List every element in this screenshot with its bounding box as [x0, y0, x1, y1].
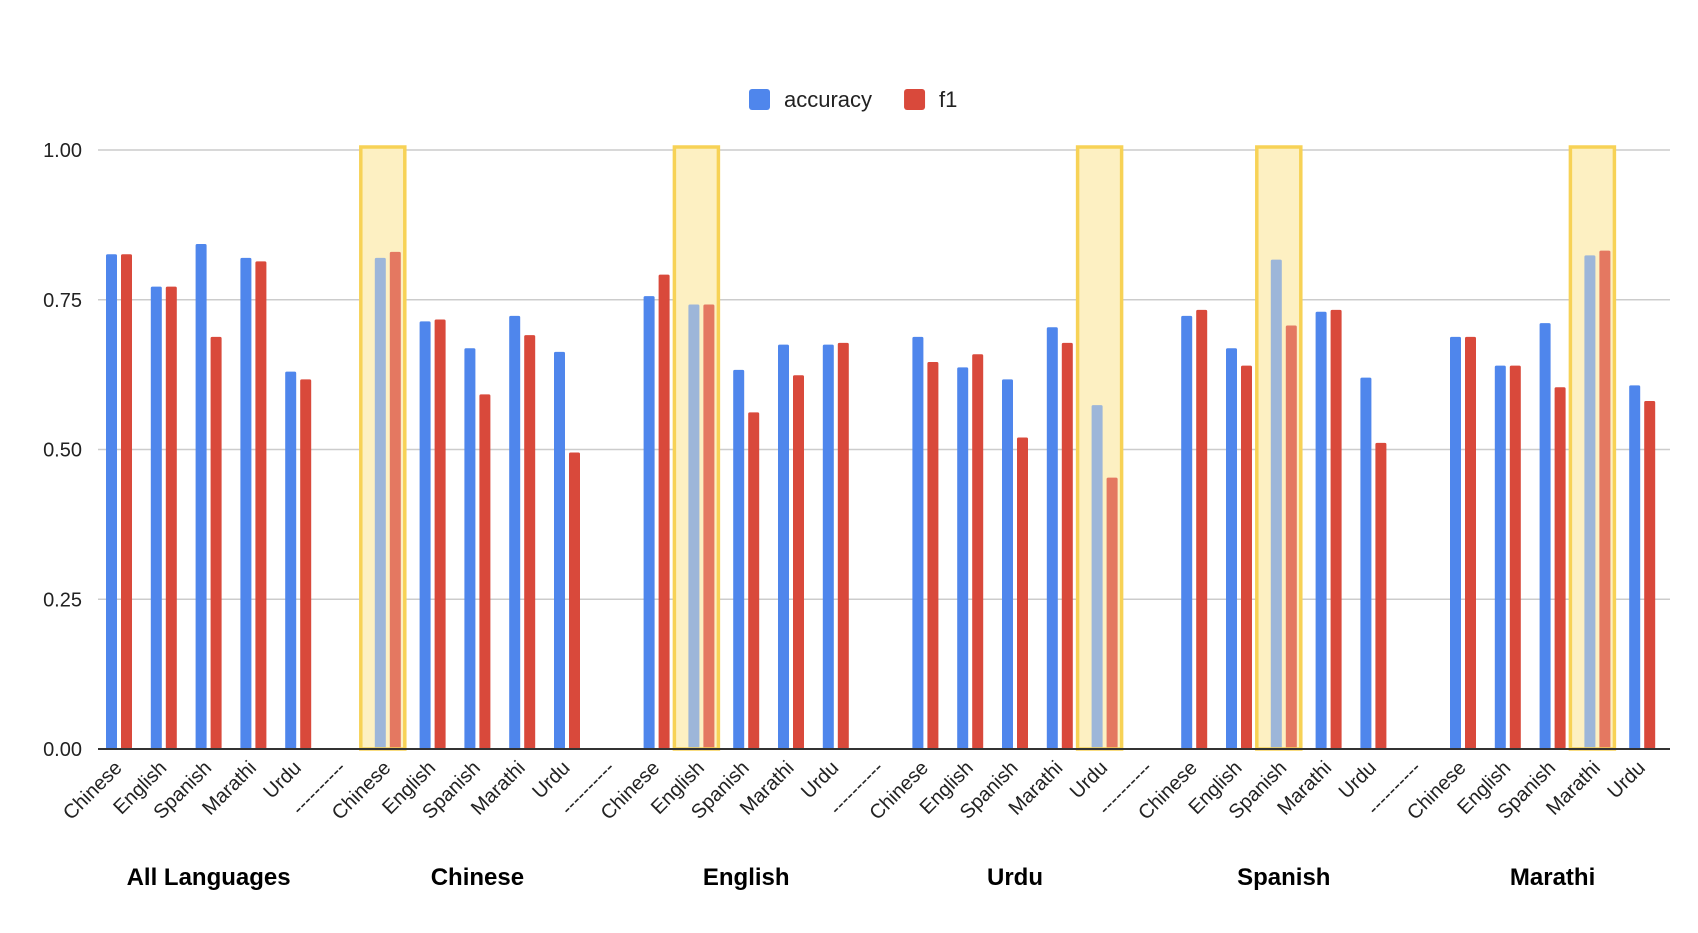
- bar-accuracy: [554, 351, 565, 749]
- bar-accuracy: [1270, 259, 1282, 749]
- group-label: English: [703, 864, 790, 891]
- y-tick-label: 1.00: [43, 140, 82, 162]
- group-label: Urdu: [987, 864, 1043, 891]
- bar-accuracy: [778, 344, 789, 749]
- bar-accuracy: [419, 321, 431, 749]
- bar-f1: [1554, 387, 1566, 749]
- legend-swatch-f1: [904, 89, 926, 110]
- bar-f1: [479, 394, 491, 749]
- bar-accuracy: [1584, 255, 1596, 749]
- bar-f1: [1241, 365, 1252, 749]
- highlight-layer: [360, 147, 1615, 749]
- bar-accuracy: [1494, 365, 1506, 749]
- y-tick-label: 0.75: [43, 290, 82, 312]
- bar-f1: [1509, 365, 1521, 749]
- bar-f1: [1599, 250, 1611, 749]
- y-tick-label: 0.50: [43, 440, 82, 462]
- bar-f1: [793, 375, 804, 749]
- bar-f1: [703, 304, 715, 749]
- bar-f1: [569, 452, 580, 749]
- bar-accuracy: [1091, 405, 1103, 749]
- bar-accuracy: [1360, 377, 1372, 749]
- bar-accuracy: [957, 367, 969, 749]
- group-label: Spanish: [1237, 864, 1330, 891]
- bar-f1: [658, 274, 670, 749]
- bar-accuracy: [285, 371, 297, 749]
- x-tick-label: Chinese: [59, 757, 126, 824]
- bar-accuracy: [1450, 336, 1461, 749]
- bar-f1: [1375, 442, 1387, 749]
- bar-f1: [927, 362, 939, 749]
- bar-accuracy: [1002, 379, 1013, 749]
- bar-f1: [1106, 477, 1118, 749]
- bar-accuracy: [688, 304, 700, 749]
- bar-accuracy: [195, 244, 207, 749]
- bar-f1: [1330, 309, 1342, 749]
- bar-f1: [165, 286, 177, 749]
- x-tick-label: Urdu: [1604, 757, 1650, 803]
- bar-accuracy: [509, 315, 521, 749]
- y-tick-label: 0.00: [43, 739, 82, 761]
- bar-accuracy: [1226, 348, 1237, 749]
- bar-accuracy: [1046, 327, 1058, 749]
- bar-accuracy: [374, 257, 386, 749]
- legend-label-f1: f1: [939, 87, 957, 112]
- bar-f1: [524, 335, 536, 749]
- bar-f1: [300, 379, 312, 749]
- bar-f1: [1061, 342, 1073, 749]
- bar-accuracy: [912, 336, 924, 749]
- bar-accuracy: [464, 348, 476, 749]
- grid-layer: [98, 149, 1670, 600]
- legend-swatch-accuracy: [749, 89, 770, 110]
- legend: accuracy f1: [749, 87, 957, 112]
- bar-f1: [434, 319, 446, 749]
- bar-accuracy: [240, 257, 252, 749]
- bar-f1: [210, 336, 222, 749]
- bar-f1: [121, 254, 132, 749]
- highlight-border-layer: [359, 145, 1617, 751]
- bar-f1: [1465, 336, 1476, 749]
- bar-accuracy: [1539, 323, 1551, 749]
- bar-accuracy: [1315, 311, 1327, 749]
- bar-accuracy: [643, 296, 655, 749]
- bar-f1: [972, 354, 984, 749]
- bar-f1: [1644, 400, 1656, 749]
- bar-f1: [748, 412, 760, 749]
- bar-accuracy: [106, 254, 117, 749]
- y-tick-label: 0.25: [43, 589, 82, 611]
- bar-accuracy: [1181, 315, 1193, 749]
- bar-accuracy: [150, 286, 162, 749]
- group-label: All Languages: [127, 864, 291, 891]
- bar-f1: [1017, 437, 1028, 749]
- bar-f1: [255, 261, 267, 749]
- legend-label-accuracy: accuracy: [784, 87, 872, 112]
- bar-accuracy: [1629, 385, 1641, 749]
- bar-f1: [837, 342, 849, 749]
- bar-f1: [1196, 309, 1208, 749]
- bar-f1: [389, 251, 401, 749]
- bar-accuracy: [822, 344, 834, 749]
- group-label: Marathi: [1510, 864, 1595, 891]
- bar-f1: [1285, 325, 1297, 749]
- bar-accuracy: [733, 369, 745, 749]
- bars-layer: [106, 244, 1656, 749]
- group-label: Chinese: [431, 864, 524, 891]
